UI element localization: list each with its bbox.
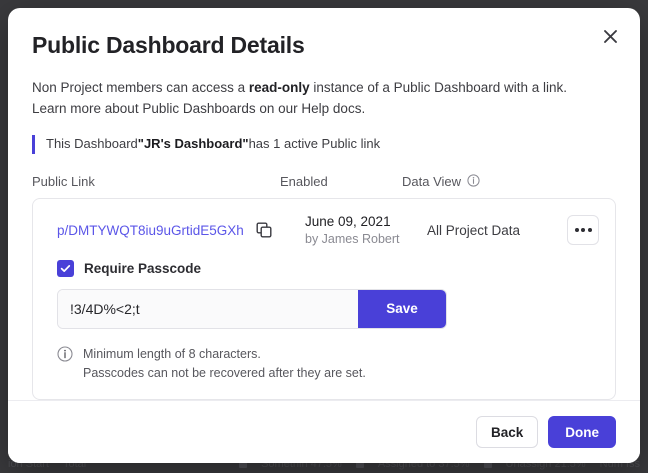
- table-row: p/DMTYWQT8iu9uGrtidE5GXh June 09, 2021 b…: [33, 199, 615, 262]
- passcode-hint-line2: Passcodes can not be recovered after the…: [83, 366, 366, 381]
- close-icon-glyph: [603, 29, 617, 43]
- notice-suffix: has 1 active Public link: [248, 136, 381, 152]
- cell-enabled: June 09, 2021 by James Robert: [305, 213, 427, 248]
- info-icon-glyph: [467, 174, 480, 187]
- require-passcode-row: Require Passcode: [57, 259, 599, 277]
- public-link-card: p/DMTYWQT8iu9uGrtidE5GXh June 09, 2021 b…: [32, 197, 616, 401]
- passcode-hint-line1: Minimum length of 8 characters.: [83, 346, 261, 361]
- require-passcode-checkbox[interactable]: [57, 259, 74, 277]
- background-legend-swatch: [355, 460, 364, 468]
- public-dashboard-details-modal: Public Dashboard Details Non Project mem…: [8, 8, 640, 463]
- menu-dot: [574, 228, 579, 233]
- cell-data-view: All Project Data: [427, 222, 521, 238]
- copy-icon[interactable]: [256, 222, 272, 238]
- active-link-notice: This Dashboard "JR's Dashboard" has 1 ac…: [32, 135, 616, 154]
- passcode-input[interactable]: [58, 289, 358, 328]
- background-legend-swatch: [483, 460, 492, 468]
- done-button[interactable]: Done: [548, 416, 616, 448]
- page-title: Public Dashboard Details: [32, 32, 305, 58]
- public-link-url[interactable]: p/DMTYWQT8iu9uGrtidE5GXh: [57, 222, 244, 238]
- passcode-hint: Minimum length of 8 characters. Passcode…: [57, 345, 599, 384]
- close-icon[interactable]: [596, 22, 624, 50]
- passcode-section: Require Passcode Save Min: [33, 259, 615, 400]
- copy-icon-glyph: [256, 222, 272, 238]
- menu-dot: [587, 228, 592, 233]
- back-button[interactable]: Back: [475, 416, 539, 448]
- more-options-icon[interactable]: [567, 215, 599, 246]
- info-icon-glyph: [57, 346, 73, 362]
- column-header-data-view: Data View: [402, 174, 616, 190]
- enabled-by: by James Robert: [305, 231, 400, 246]
- column-header-public-link: Public Link: [32, 174, 95, 190]
- require-passcode-label[interactable]: Require Passcode: [84, 260, 202, 276]
- save-button[interactable]: Save: [358, 289, 446, 328]
- menu-dot: [581, 228, 585, 233]
- notice-dashboard-name: "JR's Dashboard": [137, 136, 249, 152]
- passcode-hint-text: Minimum length of 8 characters. Passcode…: [83, 345, 366, 384]
- intro-part2: instance of a Public Dashboard with a li…: [309, 79, 567, 95]
- passcode-input-group: Save: [57, 288, 447, 329]
- intro-line2: Learn more about Public Dashboards on ou…: [32, 100, 366, 116]
- info-icon[interactable]: [467, 174, 480, 190]
- column-header-enabled: Enabled: [280, 174, 328, 190]
- cell-public-link: p/DMTYWQT8iu9uGrtidE5GXh: [57, 222, 305, 238]
- background-legend-swatch: [239, 460, 248, 468]
- modal-header: Public Dashboard Details: [8, 8, 640, 60]
- notice-prefix: This Dashboard: [46, 136, 138, 152]
- modal-footer: Back Done: [8, 400, 640, 463]
- info-icon: [57, 346, 73, 367]
- table-header-row: Public Link Enabled Data View: [8, 174, 640, 190]
- enabled-date: June 09, 2021: [305, 213, 391, 229]
- check-icon: [60, 264, 71, 272]
- column-header-data-view-label: Data View: [402, 174, 462, 190]
- links-card-wrapper: p/DMTYWQT8iu9uGrtidE5GXh June 09, 2021 b…: [8, 197, 640, 401]
- intro-text: Non Project members can access a read-on…: [32, 78, 616, 120]
- intro-emphasis: read-only: [248, 79, 310, 95]
- intro-part1: Non Project members can access a: [32, 79, 249, 95]
- modal-body: Non Project members can access a read-on…: [8, 78, 640, 154]
